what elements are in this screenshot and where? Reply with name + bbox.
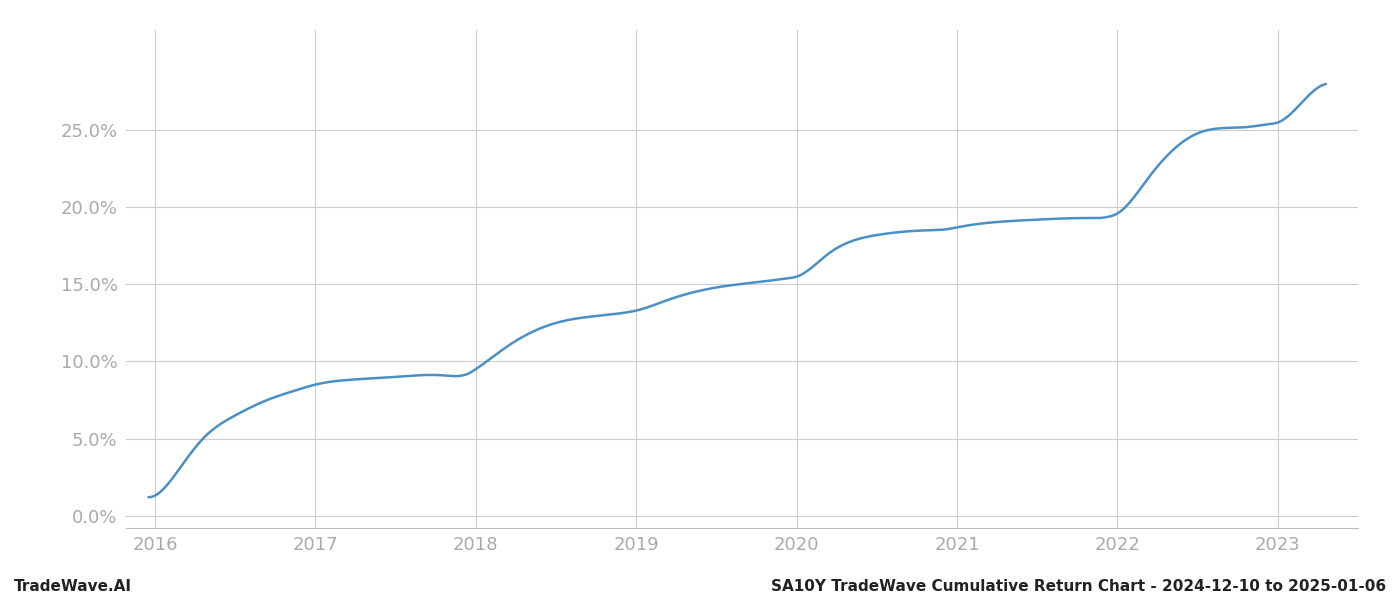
Text: TradeWave.AI: TradeWave.AI (14, 579, 132, 594)
Text: SA10Y TradeWave Cumulative Return Chart - 2024-12-10 to 2025-01-06: SA10Y TradeWave Cumulative Return Chart … (771, 579, 1386, 594)
